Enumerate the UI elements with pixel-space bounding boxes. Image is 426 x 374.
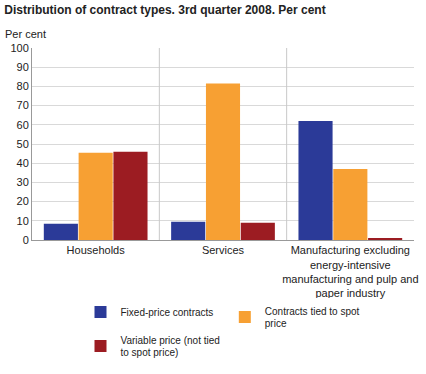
svg-text:40: 40 (17, 157, 29, 169)
svg-text:Manufacturing excludingenergy-: Manufacturing excludingenergy-intensivem… (282, 244, 418, 299)
svg-text:50: 50 (17, 138, 29, 150)
svg-text:Households: Households (67, 244, 126, 256)
svg-text:0: 0 (23, 234, 29, 246)
svg-text:Contracts tied to spotprice: Contracts tied to spotprice (265, 306, 360, 330)
svg-text:20: 20 (17, 195, 29, 207)
svg-text:Distribution of contract types: Distribution of contract types. 3rd quar… (4, 3, 325, 17)
svg-text:Fixed-price contracts: Fixed-price contracts (121, 307, 214, 318)
svg-text:Services: Services (202, 244, 245, 256)
svg-text:70: 70 (17, 99, 29, 111)
svg-text:Per cent: Per cent (5, 28, 46, 40)
svg-text:80: 80 (17, 80, 29, 92)
svg-text:60: 60 (17, 119, 29, 131)
svg-text:90: 90 (17, 61, 29, 73)
svg-text:100: 100 (10, 42, 28, 54)
svg-text:10: 10 (17, 215, 29, 227)
svg-text:Variable price (not tiedto spo: Variable price (not tiedto spot price) (121, 335, 220, 359)
svg-text:30: 30 (17, 176, 29, 188)
